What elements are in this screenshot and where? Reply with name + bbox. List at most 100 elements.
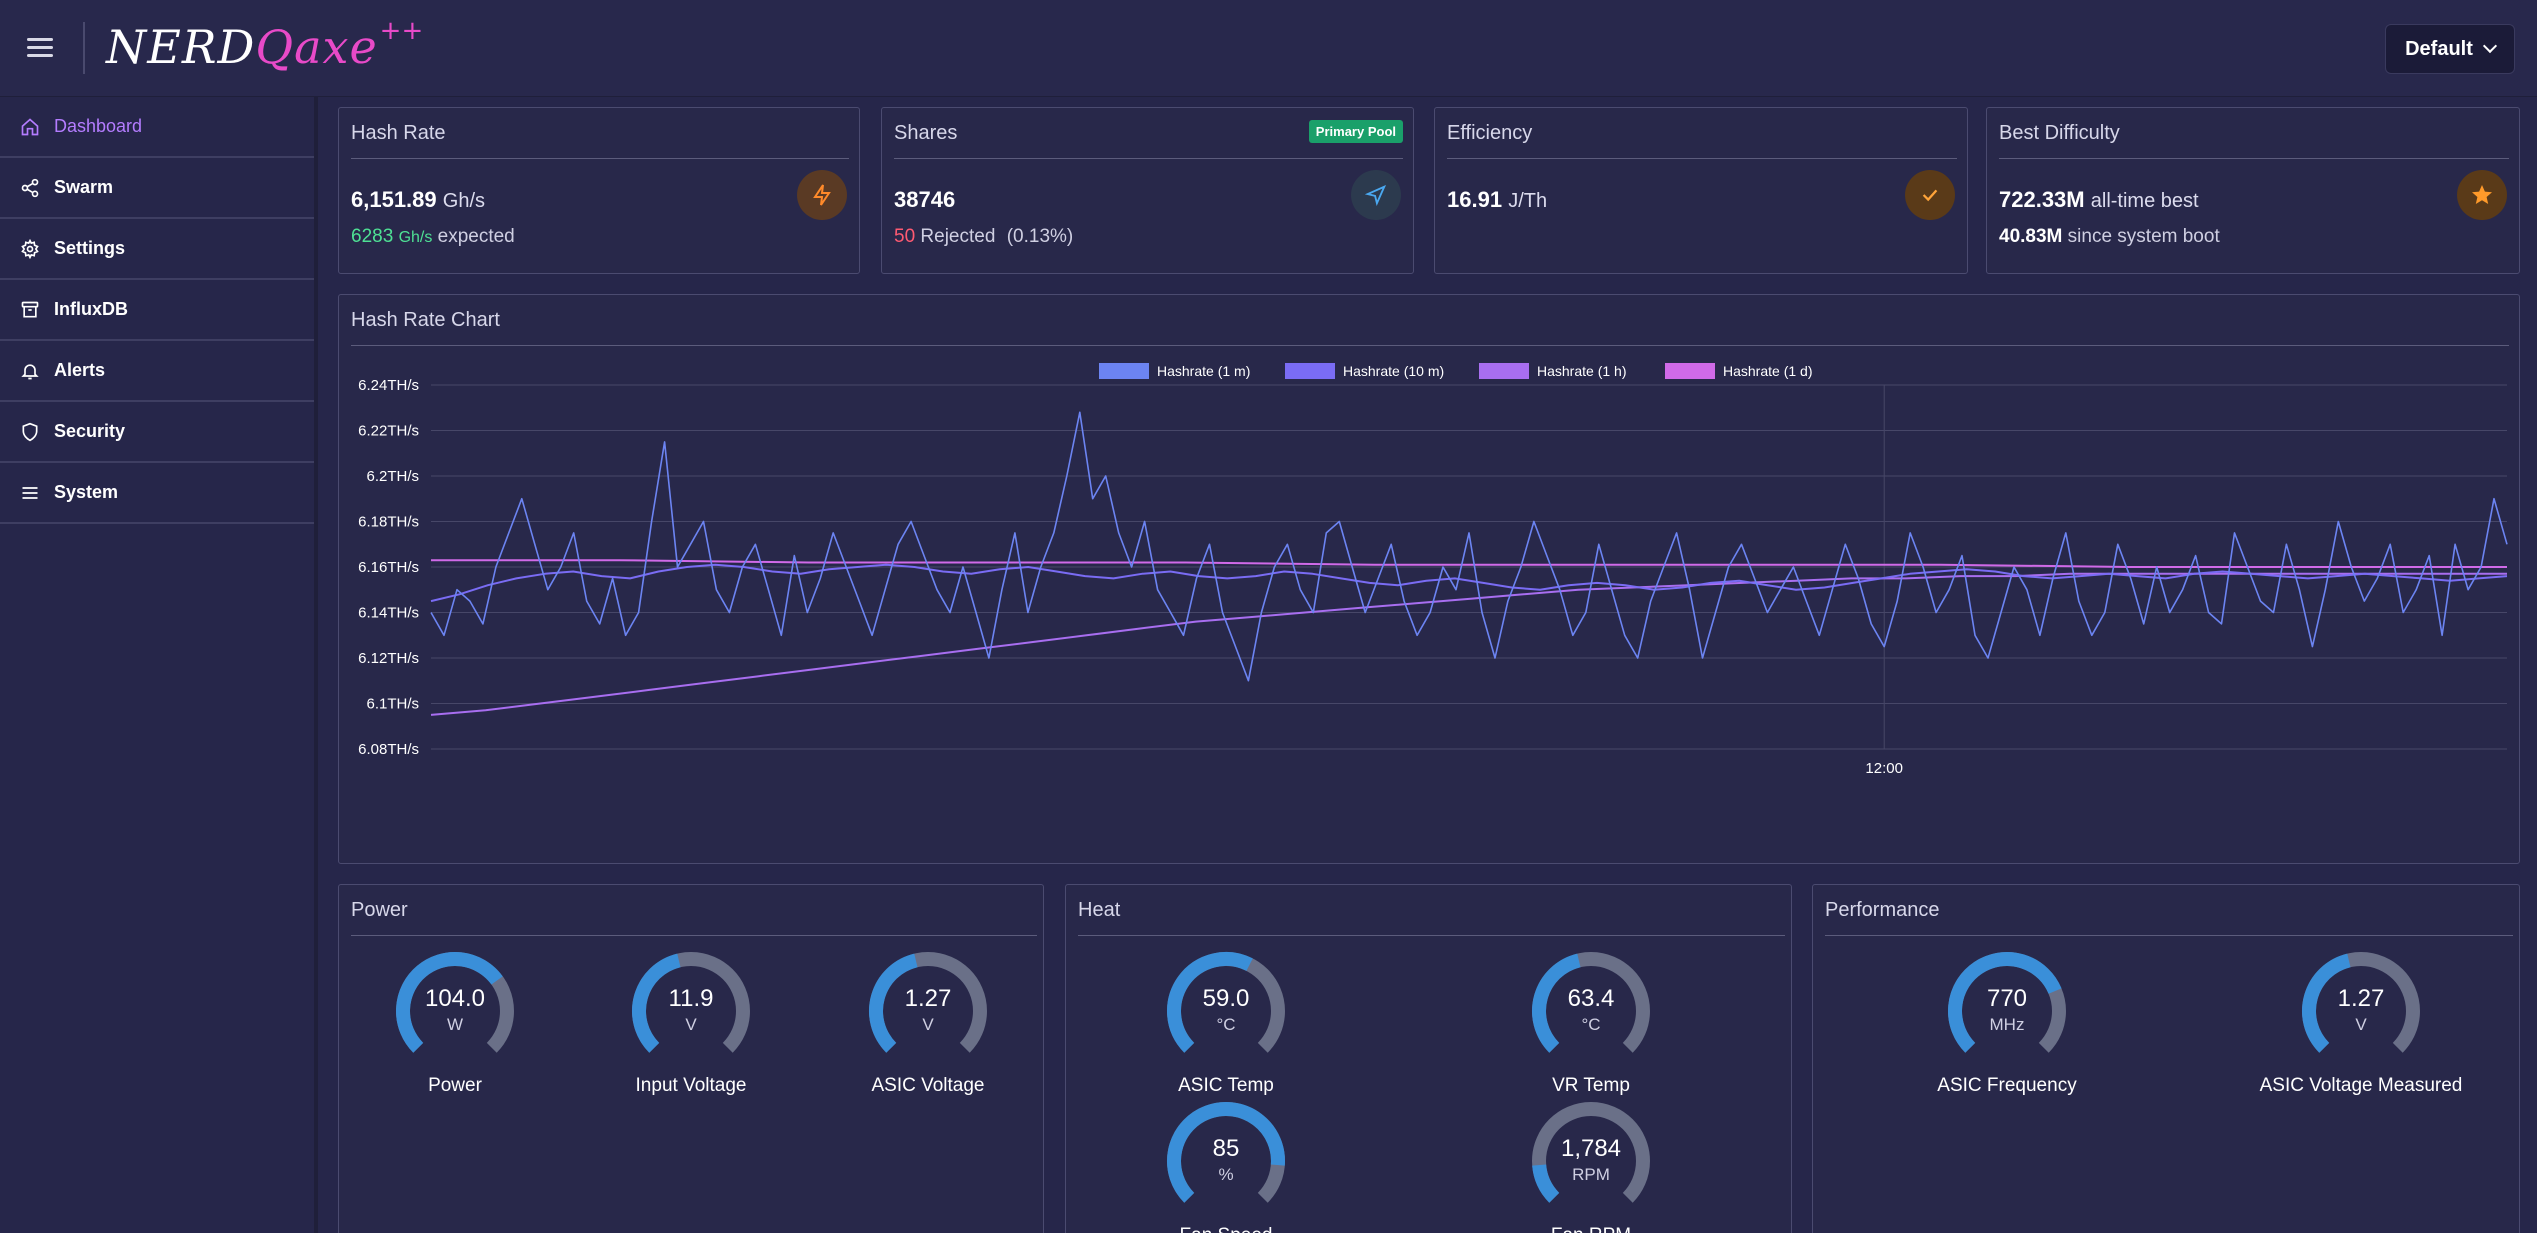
- sidebar-item-influxdb[interactable]: InfluxDB: [0, 280, 314, 341]
- divider: [1999, 158, 2509, 159]
- check-icon: [1905, 170, 1955, 220]
- y-tick-label: 6.22TH/s: [358, 423, 419, 440]
- gauge-value: 1.27: [904, 985, 952, 1012]
- gauge-track: [1532, 1102, 1650, 1203]
- gauge-label: ASIC Voltage Measured: [2259, 1075, 2463, 1096]
- card-title: Hash Rate: [351, 122, 446, 144]
- gauge-unit: V: [685, 1015, 697, 1034]
- sidebar: Dashboard Swarm Settings InfluxDB Alerts…: [0, 97, 318, 1233]
- asic-voltage-measured-gauge: 1.27 V ASIC Voltage Measured: [2260, 951, 2462, 1096]
- legend-item[interactable]: Hashrate (1 m): [1099, 363, 1250, 379]
- chevron-down-icon: [2482, 38, 2497, 54]
- sidebar-item-dashboard[interactable]: Dashboard: [0, 97, 314, 158]
- card-title: Efficiency: [1447, 122, 1533, 144]
- power-gauge: 104.0 W Power: [375, 951, 535, 1096]
- profile-select-value: Default: [2405, 37, 2473, 60]
- gauge-unit: °C: [1581, 1015, 1601, 1034]
- best-difficulty-card: Best Difficulty 722.33M all-time best 40…: [1986, 107, 2520, 274]
- fan-speed-gauge: 85%Fan Speed: [1146, 1101, 1306, 1233]
- sidebar-item-label: InfluxDB: [54, 299, 128, 319]
- efficiency-value: 16.91 J/Th: [1447, 187, 1547, 213]
- input-voltage-gauge: 11.9 V Input Voltage: [611, 951, 771, 1096]
- pool-badge: Primary Pool: [1308, 120, 1403, 143]
- gauge-fill: [1167, 1102, 1285, 1203]
- legend-swatch: [1099, 363, 1149, 379]
- shield-icon: [22, 422, 38, 441]
- sidebar-item-label: Settings: [54, 238, 126, 258]
- share-icon: [21, 178, 39, 197]
- gauge-ring: [869, 952, 987, 1053]
- sidebar-item-swarm[interactable]: Swarm: [0, 158, 314, 219]
- hashrate-unit: Gh/s: [442, 190, 486, 212]
- gauge-fill: [632, 953, 681, 1053]
- hashrate-chart[interactable]: Hashrate (1 m) Hashrate (10 m) Hashrate (1…: [339, 347, 2519, 862]
- rejected-label: Rejected: [920, 226, 996, 247]
- legend-label: Hashrate (1 m): [1157, 363, 1250, 379]
- best-number: 722.33M: [1999, 187, 2085, 212]
- sidebar-item-alerts[interactable]: Alerts: [0, 341, 314, 402]
- gauge-label: ASIC Temp: [1178, 1075, 1274, 1096]
- logo-super: ++: [379, 16, 424, 46]
- asic-frequency-gauge: 770 MHz ASIC Frequency: [1927, 951, 2087, 1096]
- archive-icon: [21, 301, 39, 317]
- y-tick-label: 6.08TH/s: [358, 741, 419, 758]
- gauge-ring: [2302, 952, 2420, 1053]
- hashrate-card: Hash Rate 6,151.89 Gh/s 6283 Gh/s expect…: [338, 107, 860, 274]
- efficiency-unit: J/Th: [1508, 190, 1548, 212]
- gauge-unit: RPM: [1572, 1165, 1610, 1184]
- asic-voltage-gauge: 1.27 V ASIC Voltage: [848, 951, 1008, 1096]
- series-line: [430, 411, 2508, 682]
- panel-title: Heat: [1078, 899, 1121, 921]
- gauge-fill: [396, 952, 503, 1053]
- gauge-fill: [2302, 953, 2351, 1053]
- gauge-value: 63.4: [1567, 985, 1615, 1012]
- legend-item[interactable]: Hashrate (1 d): [1665, 363, 1812, 379]
- bell-icon: [21, 363, 39, 379]
- hashrate-number: 6,151.89: [351, 187, 437, 212]
- since-number: 40.83M: [1999, 226, 2063, 247]
- legend-item[interactable]: Hashrate (10 m): [1285, 363, 1444, 379]
- hamburger-menu-icon[interactable]: [24, 34, 58, 62]
- divider: [1825, 935, 2513, 936]
- fan-rpm-gauge: 1,784RPMFan RPM: [1511, 1101, 1671, 1233]
- gauge-unit: V: [2355, 1015, 2367, 1034]
- gauge-fill: [1532, 953, 1581, 1053]
- panel-title: Performance: [1825, 899, 1940, 921]
- legend-label: Hashrate (10 m): [1343, 363, 1444, 379]
- gauge-value: 104.0: [424, 985, 486, 1012]
- efficiency-card: Efficiency 16.91 J/Th: [1434, 107, 1968, 274]
- sidebar-item-system[interactable]: System: [0, 463, 314, 524]
- performance-panel: Performance 770 MHz ASIC Frequency 1.27 V AS…: [1812, 884, 2520, 1233]
- gauge-value: 770: [1986, 985, 2028, 1012]
- gauge-fill: [1532, 1164, 1560, 1203]
- shares-card: Shares Primary Pool 38746 50 Rejected (0…: [881, 107, 1414, 274]
- gauge-ring: [1532, 952, 1650, 1053]
- y-tick-label: 6.14TH/s: [358, 605, 419, 622]
- legend-swatch: [1665, 363, 1715, 379]
- send-icon: [1351, 170, 1401, 220]
- list-icon: [22, 486, 38, 499]
- sidebar-item-settings[interactable]: Settings: [0, 219, 314, 280]
- hashrate-chart-card: Hash Rate Chart Hashrate (1 m) Hashrate (…: [338, 294, 2520, 864]
- gauge-fill: [1948, 952, 2062, 1053]
- gauge-value: 1.27: [2337, 985, 2385, 1012]
- logo-accent: Qaxe: [255, 20, 378, 74]
- legend-item[interactable]: Hashrate (1 h): [1479, 363, 1626, 379]
- power-panel: Power 104.0 W Power 11.9 V Input Voltage 1.2…: [338, 884, 1044, 1233]
- hashrate-expected: 6283 Gh/s expected: [351, 226, 515, 248]
- divider: [1078, 935, 1785, 936]
- efficiency-number: 16.91: [1447, 187, 1503, 212]
- profile-select[interactable]: Default: [2385, 24, 2515, 74]
- best-difficulty-value: 722.33M all-time best: [1999, 187, 2199, 213]
- panel-title: Power: [351, 899, 408, 921]
- gauge-label: VR Temp: [1552, 1075, 1630, 1096]
- gauge-value: 11.9: [668, 985, 714, 1012]
- gauge-unit: W: [446, 1015, 464, 1034]
- sidebar-item-security[interactable]: Security: [0, 402, 314, 463]
- gauge-label: Fan Speed: [1106, 1225, 1346, 1233]
- logo[interactable]: NERD Qaxe ++: [106, 18, 423, 78]
- asic-temp-gauge: 59.0 °C ASIC Temp: [1146, 951, 1306, 1096]
- since-boot: 40.83M since system boot: [1999, 226, 2220, 248]
- gauge-ring: [632, 952, 750, 1053]
- y-tick-label: 6.2TH/s: [366, 468, 419, 485]
